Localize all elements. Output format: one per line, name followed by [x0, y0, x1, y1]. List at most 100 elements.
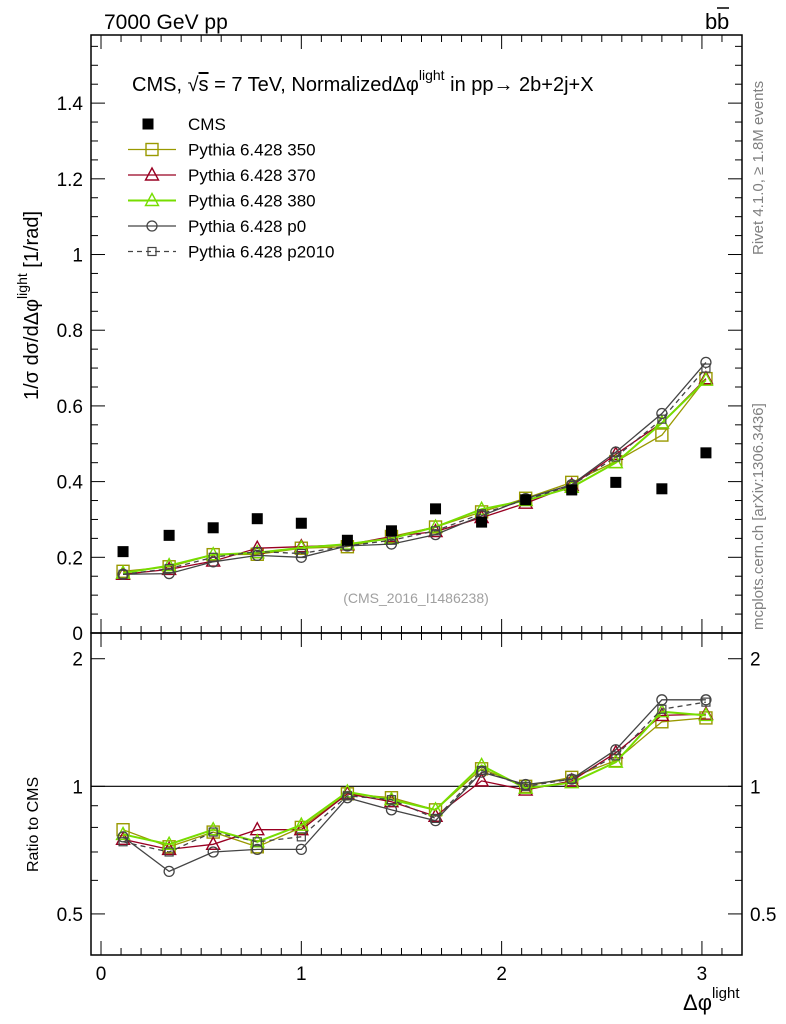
- main-series-point: [608, 454, 624, 469]
- main-series-point: [427, 518, 444, 533]
- cms-data-point: [656, 483, 668, 495]
- ratio-series-point: [477, 765, 487, 776]
- ratio-ytick-label-right: 0.5: [750, 905, 776, 926]
- main-series-point: [118, 569, 128, 579]
- main-series-point: [430, 526, 441, 536]
- ratio-series-point: [295, 843, 307, 856]
- header-right-bbar: b: [717, 9, 729, 34]
- ratio-series-point: [293, 821, 309, 836]
- ratio-series-point: [700, 694, 712, 706]
- ratio-xtick-label: 1: [296, 964, 307, 985]
- ratio-ytick-label: 1: [72, 777, 83, 798]
- cms-data-points: [117, 447, 712, 558]
- legend-label-2: Pythia 6.428 380: [188, 192, 316, 211]
- legend-marker-2: [144, 192, 160, 207]
- ratio-series-point: [293, 816, 309, 831]
- main-series-point: [295, 551, 307, 563]
- legend-label-cms: CMS: [188, 115, 226, 134]
- cms-data-point: [610, 476, 622, 488]
- legend-label-3: Pythia 6.428 p0: [188, 217, 306, 236]
- ratio-series-point: [517, 779, 534, 794]
- ratio-series-point: [430, 813, 441, 824]
- x-axis-label: Δφlight: [683, 985, 740, 1015]
- legend-marker-4: [147, 246, 157, 257]
- main-series-point: [700, 356, 712, 369]
- main-series-point: [473, 500, 490, 515]
- cms-data-point: [520, 494, 532, 506]
- main-ytick-label: 0: [72, 624, 83, 645]
- ratio-xtick-label: 2: [496, 964, 507, 985]
- ratio-series-point: [564, 774, 580, 789]
- main-series-point: [701, 363, 711, 373]
- main-ytick-label: 1: [72, 246, 83, 267]
- legend-label-1: Pythia 6.428 370: [188, 166, 316, 185]
- cms-data-point: [207, 522, 219, 534]
- ratio-ylabel: Ratio to CMS: [25, 777, 42, 872]
- main-series-point: [385, 538, 398, 550]
- rivet-label: Rivet 4.1.0, ≥ 1.8M events: [750, 81, 767, 255]
- ratio-series-point: [205, 821, 221, 836]
- main-ytick-label: 0.8: [57, 321, 83, 342]
- cms-data-point: [385, 525, 397, 537]
- legend-marker-cms: [142, 118, 154, 130]
- ratio-series-point: [520, 778, 532, 791]
- main-series-point: [610, 446, 622, 458]
- ratio-series-point: [341, 792, 354, 804]
- legend-marker-0: [145, 142, 159, 157]
- ratio-series-point: [208, 827, 218, 837]
- main-series-point: [117, 568, 129, 580]
- main-series-point: [208, 552, 218, 562]
- ratio-ytick-label: 0.5: [57, 905, 83, 926]
- ratio-series-point: [701, 697, 711, 707]
- ratio-xtick-label: 3: [697, 964, 708, 985]
- cms-data-point: [341, 534, 353, 546]
- legend-marker-1: [144, 166, 160, 181]
- main-series-0: [116, 371, 713, 579]
- main-ytick-label: 0.6: [57, 397, 83, 418]
- main-ylabel: 1/σ dσ/dΔφlight [1/rad]: [14, 211, 43, 400]
- cms-data-point: [566, 484, 578, 496]
- legend-marker-3: [146, 220, 158, 232]
- ratio-series-3: [117, 694, 712, 878]
- main-ytick-label: 1.4: [57, 94, 84, 115]
- cms-data-point: [700, 447, 712, 459]
- ratio-series-point: [205, 835, 221, 850]
- ratio-series-line: [122, 701, 707, 853]
- main-series-point: [383, 529, 400, 545]
- main-series-line: [122, 367, 707, 575]
- main-series-line: [122, 379, 707, 575]
- ratio-series-point: [473, 772, 490, 787]
- ratio-series-point: [162, 840, 176, 854]
- main-series-2: [115, 371, 714, 579]
- ratio-series-point: [608, 753, 624, 768]
- ratio-axes: 0.5 0.5 1 1 2 2 0 1 2 3: [57, 633, 776, 985]
- main-series-point: [429, 528, 442, 541]
- main-series-point: [698, 370, 714, 385]
- ratio-series-point: [386, 795, 397, 805]
- ratio-series-point: [339, 783, 356, 798]
- ratio-series-point: [342, 791, 352, 801]
- ratio-series-point: [164, 847, 174, 857]
- main-series-point: [164, 564, 174, 574]
- cms-data-point: [295, 517, 307, 529]
- ratio-series-point: [249, 821, 265, 836]
- cms-data-point: [163, 529, 175, 541]
- main-series-point: [611, 452, 621, 462]
- main-series-4: [118, 363, 711, 579]
- main-series-point: [296, 548, 306, 559]
- analysis-watermark: (CMS_2016_I1486238): [343, 590, 489, 606]
- ratio-series-point: [251, 843, 263, 856]
- ratio-series-point: [207, 846, 219, 858]
- legend-label-4: Pythia 6.428 p2010: [188, 243, 335, 262]
- ratio-series-point: [252, 837, 262, 847]
- ratio-series-point: [118, 837, 128, 847]
- ratio-series-point: [116, 823, 130, 837]
- ratio-series-layer: [115, 694, 714, 878]
- ratio-ytick-label: 2: [72, 650, 83, 671]
- header-left: 7000 GeV pp: [104, 11, 228, 34]
- main-series-1: [115, 370, 714, 581]
- main-series-line: [122, 361, 707, 575]
- ratio-series-line: [122, 710, 706, 846]
- main-series-point: [655, 428, 669, 442]
- legend: CMS Pythia 6.428 350 Pythia 6.428 370 Pythi…: [128, 115, 335, 262]
